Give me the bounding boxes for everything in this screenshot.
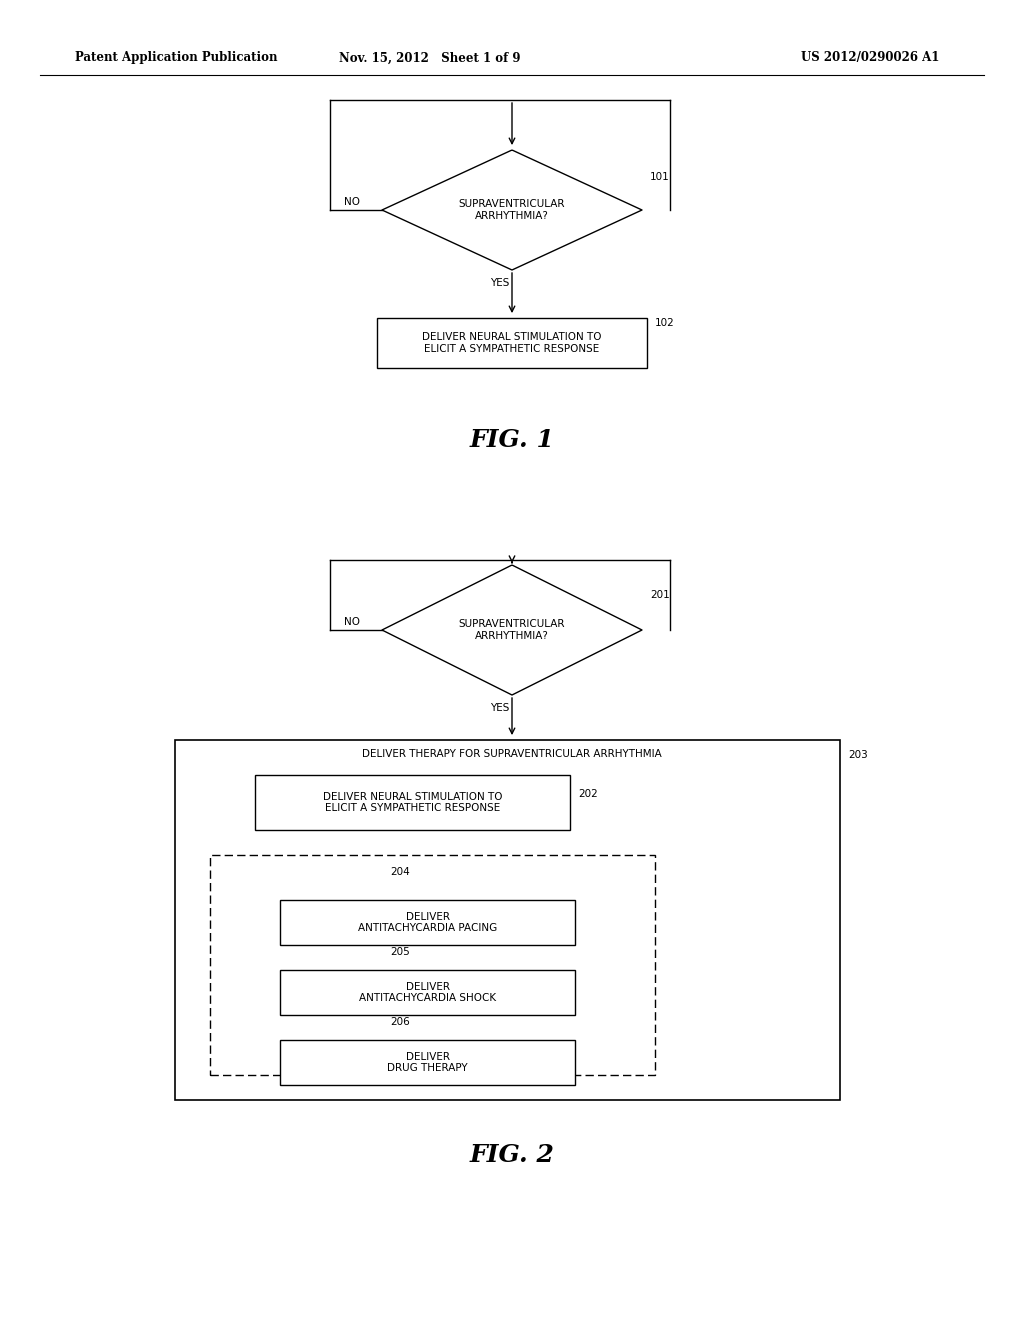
Text: DELIVER THERAPY FOR SUPRAVENTRICULAR ARRHYTHMIA: DELIVER THERAPY FOR SUPRAVENTRICULAR ARR…	[362, 748, 662, 759]
Text: 202: 202	[578, 789, 598, 799]
Text: 206: 206	[390, 1016, 410, 1027]
Bar	[280, 900, 575, 945]
Text: 203: 203	[848, 750, 867, 760]
Text: Patent Application Publication: Patent Application Publication	[75, 51, 278, 65]
Text: DELIVER
ANTITACHYCARDIA SHOCK: DELIVER ANTITACHYCARDIA SHOCK	[359, 982, 496, 1003]
Text: 204: 204	[390, 867, 410, 876]
Text: 102: 102	[655, 318, 675, 327]
Text: US 2012/0290026 A1: US 2012/0290026 A1	[801, 51, 939, 65]
Bar	[280, 1040, 575, 1085]
Text: 201: 201	[650, 590, 670, 599]
Text: FIG. 2: FIG. 2	[470, 1143, 554, 1167]
Bar	[377, 318, 647, 368]
Text: 205: 205	[390, 946, 410, 957]
Text: 101: 101	[650, 172, 670, 182]
Text: NO: NO	[344, 197, 360, 207]
Text: SUPRAVENTRICULAR
ARRHYTHMIA?: SUPRAVENTRICULAR ARRHYTHMIA?	[459, 199, 565, 220]
Bar	[210, 855, 655, 1074]
Text: DELIVER
DRUG THERAPY: DELIVER DRUG THERAPY	[387, 1052, 468, 1073]
Text: DELIVER NEURAL STIMULATION TO
ELICIT A SYMPATHETIC RESPONSE: DELIVER NEURAL STIMULATION TO ELICIT A S…	[323, 792, 502, 813]
Text: YES: YES	[490, 704, 509, 713]
Text: Nov. 15, 2012   Sheet 1 of 9: Nov. 15, 2012 Sheet 1 of 9	[339, 51, 521, 65]
Bar	[255, 775, 570, 830]
Bar	[280, 970, 575, 1015]
Text: DELIVER NEURAL STIMULATION TO
ELICIT A SYMPATHETIC RESPONSE: DELIVER NEURAL STIMULATION TO ELICIT A S…	[422, 333, 602, 354]
Text: DELIVER
ANTITACHYCARDIA PACING: DELIVER ANTITACHYCARDIA PACING	[357, 912, 497, 933]
Bar	[175, 741, 840, 1100]
Text: FIG. 1: FIG. 1	[470, 428, 554, 451]
Text: NO: NO	[344, 616, 360, 627]
Text: YES: YES	[490, 279, 509, 288]
Text: SUPRAVENTRICULAR
ARRHYTHMIA?: SUPRAVENTRICULAR ARRHYTHMIA?	[459, 619, 565, 640]
